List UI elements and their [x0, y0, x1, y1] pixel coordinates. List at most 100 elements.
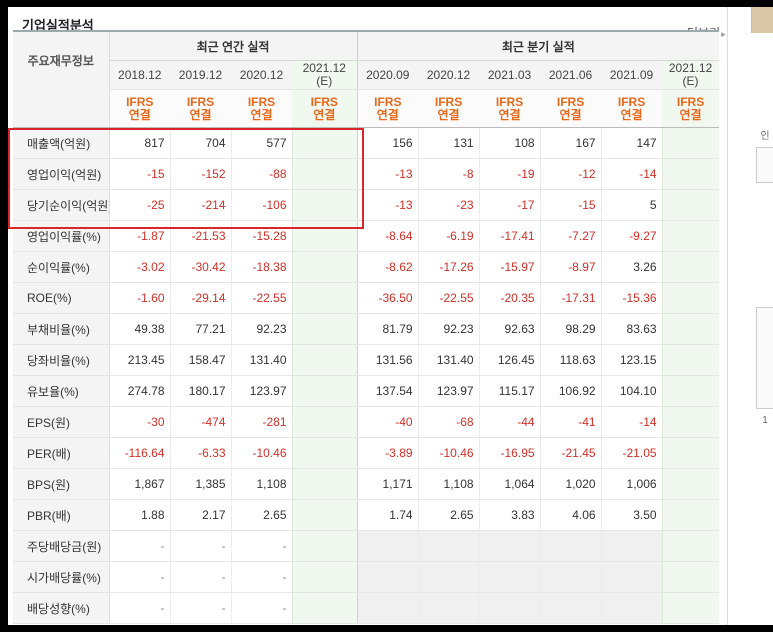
value-cell: -281	[230, 406, 292, 438]
table-row: ROE(%) -1.60 -29.14 -22.55 -36.50 -22.55 -20.3…	[13, 282, 720, 314]
value-cell: 3.50	[600, 499, 663, 531]
value-cell: 118.63	[539, 344, 602, 376]
table-row: BPS(원) 1,867 1,385 1,108 1,171 1,108 1,064 1,02…	[13, 468, 720, 500]
value-cell: -21.53	[169, 220, 231, 252]
value-cell	[291, 251, 358, 283]
value-cell: -13	[356, 158, 419, 190]
value-cell: 115.17	[478, 375, 541, 407]
value-cell: -30	[108, 406, 170, 438]
value-cell: 817	[108, 127, 170, 159]
consolidated-label: 연결	[498, 107, 521, 122]
value-cell: -106	[230, 189, 292, 221]
value-cell	[291, 313, 358, 345]
value-cell: 131.40	[417, 344, 480, 376]
row-label: 순이익률(%)	[13, 251, 110, 283]
ifrs-basis-cell: IFRS 연결	[170, 89, 231, 128]
value-cell	[291, 158, 358, 190]
consolidated-label: 연결	[376, 107, 399, 122]
ifrs-basis-cell: IFRS 연결	[540, 89, 602, 128]
value-cell: -41	[539, 406, 602, 438]
value-cell: -68	[417, 406, 480, 438]
value-cell	[600, 592, 663, 624]
row-label: 배당성향(%)	[13, 592, 110, 624]
ifrs-basis-cell: IFRS 연결	[109, 89, 170, 128]
quarter-date-header: 2020.12	[418, 60, 480, 90]
value-cell	[356, 592, 419, 624]
value-cell: -17.41	[478, 220, 541, 252]
ifrs-label: IFRS	[434, 94, 463, 109]
value-cell	[539, 592, 602, 624]
value-cell: 4.06	[539, 499, 602, 531]
value-cell: -29.14	[169, 282, 231, 314]
thumbnail-image	[751, 7, 773, 33]
value-cell: -22.55	[230, 282, 292, 314]
value-cell	[661, 468, 720, 500]
consolidated-label: 연결	[679, 107, 702, 122]
value-cell: -44	[478, 406, 541, 438]
ifrs-label: IFRS	[495, 94, 524, 109]
quarter-group-header: 최근 분기 실적	[356, 30, 720, 61]
value-cell: 123.97	[230, 375, 292, 407]
table-row: EPS(원) -30 -474 -281 -40 -68 -44 -41 -14	[13, 406, 720, 438]
value-cell: 156	[356, 127, 419, 159]
value-cell: 123.97	[417, 375, 480, 407]
ifrs-label: IFRS	[617, 94, 646, 109]
value-cell: 1,020	[539, 468, 602, 500]
value-cell	[291, 189, 358, 221]
value-cell: -10.46	[230, 437, 292, 469]
value-cell: -12	[539, 158, 602, 190]
value-cell: -3.89	[356, 437, 419, 469]
value-cell: -152	[169, 158, 231, 190]
value-cell	[291, 406, 358, 438]
value-cell: -3.02	[108, 251, 170, 283]
value-cell	[417, 530, 480, 562]
value-cell	[291, 561, 358, 593]
value-cell: 577	[230, 127, 292, 159]
value-cell	[291, 282, 358, 314]
value-cell: -	[169, 592, 231, 624]
value-cell	[291, 344, 358, 376]
consolidated-label: 연결	[250, 107, 273, 122]
value-cell	[291, 220, 358, 252]
value-cell	[478, 530, 541, 562]
value-cell: 2.17	[169, 499, 231, 531]
side-box	[756, 147, 773, 183]
value-cell	[661, 127, 720, 159]
row-label: 당좌비율(%)	[13, 344, 110, 376]
annual-group-header: 최근 연간 실적	[109, 30, 358, 61]
value-cell: 2.65	[417, 499, 480, 531]
row-header-label: 주요재무정보	[13, 30, 110, 90]
value-cell: 92.23	[230, 313, 292, 345]
value-cell	[417, 592, 480, 624]
value-cell: 213.45	[108, 344, 170, 376]
row-label: 매출액(억원)	[13, 127, 110, 159]
value-cell: 167	[539, 127, 602, 159]
value-cell: 158.47	[169, 344, 231, 376]
value-cell	[478, 561, 541, 593]
value-cell: -25	[108, 189, 170, 221]
ifrs-basis-cell: IFRS 연결	[479, 89, 541, 128]
value-cell: -36.50	[356, 282, 419, 314]
row-label: EPS(원)	[13, 406, 110, 438]
table-row: PBR(배) 1.88 2.17 2.65 1.74 2.65 3.83 4.06 3.50	[13, 499, 720, 531]
row-label: 주당배당금(원)	[13, 530, 110, 562]
value-cell	[661, 375, 720, 407]
value-cell: 1.74	[356, 499, 419, 531]
value-cell: -474	[169, 406, 231, 438]
value-cell: -6.33	[169, 437, 231, 469]
value-cell: -116.64	[108, 437, 170, 469]
ifrs-label: IFRS	[676, 94, 705, 109]
value-cell: -6.19	[417, 220, 480, 252]
date-text: 2021.12	[668, 61, 713, 75]
value-cell: -23	[417, 189, 480, 221]
value-cell: -17.26	[417, 251, 480, 283]
value-cell: -214	[169, 189, 231, 221]
value-cell: -15	[108, 158, 170, 190]
ifrs-basis-cell: IFRS 연결	[662, 89, 720, 128]
ifrs-basis-cell: IFRS 연결	[292, 89, 358, 128]
value-cell: -10.46	[417, 437, 480, 469]
value-cell: 131.56	[356, 344, 419, 376]
value-cell: 108	[478, 127, 541, 159]
value-cell: 1,108	[417, 468, 480, 500]
table-row: 부채비율(%) 49.38 77.21 92.23 81.79 92.23 92.63 98.…	[13, 313, 720, 345]
